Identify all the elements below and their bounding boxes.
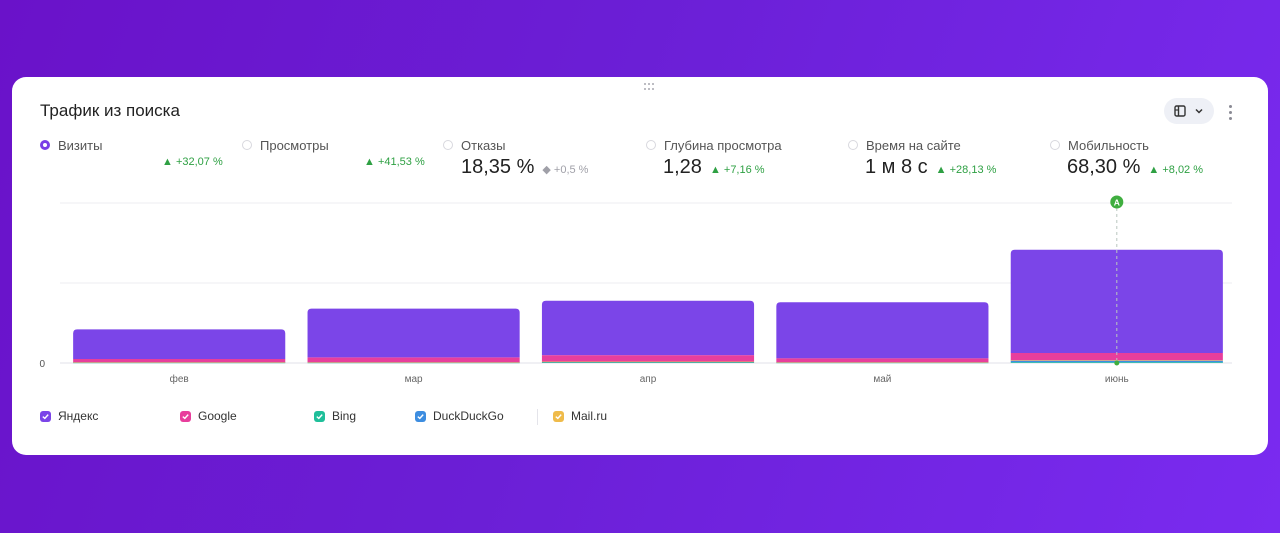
bar-segment-Bing — [776, 362, 989, 364]
metric-delta: ▲ +32,07 % — [162, 156, 223, 168]
metric-radio[interactable] — [848, 140, 858, 150]
x-tick-label: июнь — [1105, 374, 1129, 385]
metric-pageviews[interactable]: Просмотры ▲ +41,53 % — [242, 136, 425, 186]
bar-segment-DuckDuckGo — [307, 362, 520, 363]
stacked-bar-chart: 0 фев мар апр май июнь A — [39, 195, 1232, 385]
traffic-card: Трафик из поиска Визиты ▲ +32,07 % Просм… — [12, 77, 1268, 455]
metric-label: Отказы — [461, 137, 506, 153]
y-tick-label: 0 — [39, 359, 45, 370]
bar-segment-Яндекс — [73, 329, 286, 359]
legend-item-google[interactable]: Google — [180, 409, 237, 423]
legend-label: Google — [198, 409, 237, 423]
metric-delta: ▲ +7,16 % — [709, 164, 765, 176]
bar-segment-DuckDuckGo — [73, 362, 286, 363]
metric-value: 68,30 % — [1067, 156, 1141, 178]
metric-radio[interactable] — [1050, 140, 1060, 150]
metric-visits[interactable]: Визиты ▲ +32,07 % — [40, 136, 223, 186]
bar-segment-Bing — [1010, 362, 1223, 363]
bar-segment-DuckDuckGo — [776, 362, 989, 363]
metric-delta-value: +7,16 % — [723, 164, 765, 176]
checkbox-checked-icon[interactable] — [415, 410, 426, 422]
metric-delta: ◆ +0,5 % — [542, 164, 589, 176]
checkbox-checked-icon[interactable] — [553, 410, 564, 422]
bar-segment-Яндекс — [307, 308, 520, 358]
chart-area: 0 фев мар апр май июнь A — [12, 77, 1268, 455]
view-toggle-button[interactable] — [1164, 98, 1214, 124]
x-tick-label: май — [873, 374, 891, 385]
legend-item-mailru[interactable]: Mail.ru — [553, 409, 607, 423]
metric-radio[interactable] — [443, 140, 453, 150]
legend-label: DuckDuckGo — [433, 409, 504, 423]
metric-label: Глубина просмотра — [664, 137, 782, 153]
bar-segment-Google — [73, 359, 286, 363]
bar-segment-Яндекс — [541, 300, 755, 356]
table-chart-icon — [1174, 105, 1186, 117]
bar-segment-Mail.ru — [541, 361, 755, 363]
legend-item-yandex[interactable]: Яндекс — [40, 409, 98, 423]
drag-handle-icon[interactable] — [643, 83, 655, 91]
x-tick-label: мар — [405, 374, 423, 385]
bar-segment-Mail.ru — [1010, 360, 1223, 361]
legend-label: Яндекс — [58, 409, 99, 423]
legend-item-bing[interactable]: Bing — [314, 409, 356, 423]
metric-radio[interactable] — [646, 140, 656, 150]
metric-value: 1,28 — [663, 156, 702, 178]
metric-depth[interactable]: Глубина просмотра 1,28 ▲ +7,16 % — [646, 136, 836, 186]
metric-label: Время на сайте — [866, 137, 961, 153]
bar-segment-Google — [307, 357, 520, 363]
annotation-point — [1114, 360, 1120, 366]
metric-delta-value: +41,53 % — [377, 156, 425, 168]
checkbox-checked-icon[interactable] — [40, 410, 51, 422]
metric-delta: ▲ +28,13 % — [935, 164, 997, 176]
bar-segment-DuckDuckGo — [541, 361, 755, 363]
bar-segment-Google — [1010, 353, 1223, 361]
metric-label: Мобильность — [1068, 137, 1149, 153]
more-vertical-icon[interactable] — [1222, 101, 1238, 123]
metric-radio[interactable] — [40, 140, 50, 150]
metric-time-on-site[interactable]: Время на сайте 1 м 8 с ▲ +28,13 % — [848, 136, 1038, 186]
checkbox-checked-icon[interactable] — [314, 410, 325, 422]
metric-label: Просмотры — [260, 137, 329, 153]
card-title: Трафик из поиска — [40, 101, 180, 120]
metric-delta: ▲ +8,02 % — [1148, 164, 1204, 176]
bar-segment-Mail.ru — [776, 362, 989, 363]
legend-label: Mail.ru — [571, 409, 608, 423]
bar-segment-Яндекс — [776, 302, 989, 359]
bar-segment-Mail.ru — [73, 362, 286, 363]
bar-segment-Bing — [73, 362, 286, 364]
metric-value: 1 м 8 с — [865, 156, 928, 178]
annotation-marker — [1110, 195, 1124, 209]
metric-delta-value: +28,13 % — [949, 164, 997, 176]
x-tick-label: фев — [170, 373, 189, 385]
legend-item-duckduckgo[interactable]: DuckDuckGo — [415, 409, 504, 423]
metric-delta-value: +32,07 % — [175, 156, 223, 168]
bar-segment-Bing — [541, 362, 755, 363]
metric-delta-value: +0,5 % — [553, 164, 589, 176]
bar-segment-Mail.ru — [307, 362, 520, 363]
metric-mobility[interactable]: Мобильность 68,30 % ▲ +8,02 % — [1050, 136, 1240, 186]
metric-delta: ▲ +41,53 % — [364, 156, 425, 168]
bar-segment-Google — [541, 355, 755, 362]
legend-label: Bing — [332, 409, 357, 423]
metric-value: 18,35 % — [461, 156, 535, 178]
metric-radio[interactable] — [242, 140, 252, 150]
checkbox-checked-icon[interactable] — [180, 410, 191, 422]
bar-segment-DuckDuckGo — [1010, 360, 1223, 363]
chevron-down-icon — [1195, 108, 1203, 114]
metric-bounce[interactable]: Отказы 18,35 % ◆ +0,5 % — [443, 136, 623, 186]
metric-delta-value: +8,02 % — [1162, 164, 1204, 176]
bar-segment-Google — [776, 358, 989, 363]
bar-segment-Bing — [307, 362, 520, 364]
annotation-label: A — [1114, 198, 1120, 208]
metric-label: Визиты — [58, 137, 103, 153]
bar-segment-Яндекс — [1010, 249, 1223, 353]
x-tick-label: апр — [640, 374, 657, 385]
legend-divider — [537, 409, 538, 425]
